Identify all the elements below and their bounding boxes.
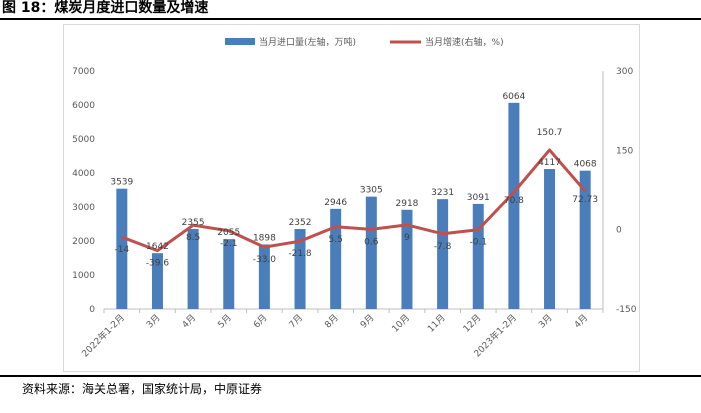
bar bbox=[401, 209, 413, 309]
right-tick-label: -150 bbox=[616, 305, 637, 315]
bar bbox=[258, 244, 270, 309]
growth-value-label: -2.1 bbox=[220, 239, 238, 249]
legend-bar-label: 当月进口量(左轴，万吨) bbox=[259, 36, 356, 48]
left-tick-label: 2000 bbox=[72, 237, 95, 247]
x-tick-label: 4月 bbox=[572, 312, 590, 330]
bar bbox=[116, 188, 128, 309]
bar bbox=[472, 203, 484, 309]
bar bbox=[437, 199, 449, 309]
bar-value-label: 3539 bbox=[110, 178, 133, 188]
top-rule bbox=[0, 18, 701, 20]
x-tick-label: 4月 bbox=[180, 312, 198, 330]
x-tick-label: 3月 bbox=[144, 312, 162, 330]
x-tick-label: 7月 bbox=[287, 312, 305, 330]
bar bbox=[294, 229, 306, 309]
bar-value-label: 2918 bbox=[396, 199, 419, 209]
bar-value-label: 2352 bbox=[289, 218, 312, 228]
growth-value-label: -21.8 bbox=[288, 249, 312, 259]
left-tick-label: 0 bbox=[89, 305, 95, 315]
x-tick-label: 3月 bbox=[536, 312, 554, 330]
growth-value-label: -39.6 bbox=[146, 259, 170, 269]
bar bbox=[187, 228, 199, 309]
data-labels: 3539 1642 2355 2055 1898 2352 2946 3305 2918 3231… bbox=[110, 92, 598, 269]
bar-value-label: 1898 bbox=[253, 233, 276, 243]
bar-value-label: 3231 bbox=[431, 188, 454, 198]
left-tick-label: 4000 bbox=[72, 169, 95, 179]
bar-value-label: 4068 bbox=[574, 160, 597, 170]
figure-title: 图 18：煤炭月度进口数量及增速 bbox=[2, 0, 209, 16]
bar-value-label: 2055 bbox=[217, 228, 240, 238]
bar-series bbox=[116, 102, 591, 309]
growth-value-label: 72.73 bbox=[572, 195, 598, 205]
x-tick-label: 11月 bbox=[425, 312, 447, 334]
bar bbox=[223, 239, 235, 309]
x-tick-label: 10月 bbox=[390, 312, 412, 334]
bar-value-label: 3305 bbox=[360, 186, 383, 196]
bar bbox=[330, 208, 342, 309]
growth-value-label: 8.5 bbox=[186, 233, 200, 243]
growth-value-label: 70.8 bbox=[504, 196, 524, 206]
bar-value-label: 2355 bbox=[182, 218, 205, 228]
bar-value-label: 1642 bbox=[146, 242, 169, 252]
left-tick-label: 5000 bbox=[72, 135, 95, 145]
x-tick-label: 2022年1-2月 bbox=[79, 312, 127, 360]
growth-value-label: 9 bbox=[404, 233, 410, 243]
x-tick-label: 5月 bbox=[216, 312, 234, 330]
growth-value-label: 150.7 bbox=[537, 128, 563, 138]
bar-value-label: 3091 bbox=[467, 193, 490, 203]
x-tick-label: 8月 bbox=[323, 312, 341, 330]
growth-value-label: -33.0 bbox=[253, 255, 277, 265]
legend-bar-swatch bbox=[225, 38, 255, 45]
line-series bbox=[121, 148, 587, 253]
bar bbox=[579, 170, 591, 309]
x-tick-label: 6月 bbox=[251, 312, 269, 330]
bar-value-label: 4117 bbox=[538, 158, 561, 168]
growth-value-label: -7.8 bbox=[434, 242, 452, 252]
growth-value-label: -0.1 bbox=[469, 238, 487, 248]
legend: 当月进口量(左轴，万吨) 当月增速(右轴，%) bbox=[225, 36, 504, 48]
chart-frame bbox=[63, 24, 640, 372]
growth-value-label: 5.5 bbox=[329, 235, 343, 245]
bar bbox=[365, 196, 377, 309]
left-tick-label: 6000 bbox=[72, 101, 95, 111]
bar-value-label: 2946 bbox=[324, 198, 347, 208]
x-tick-label: 9月 bbox=[358, 312, 376, 330]
legend-line-label: 当月增速(右轴，%) bbox=[425, 36, 504, 48]
left-tick-label: 7000 bbox=[72, 67, 95, 77]
bar bbox=[151, 253, 163, 309]
left-tick-label: 1000 bbox=[72, 271, 95, 281]
x-tick-label: 12月 bbox=[461, 312, 483, 334]
bar-value-label: 6064 bbox=[502, 92, 525, 102]
right-tick-label: 0 bbox=[616, 226, 622, 236]
source-note: 资料来源：海关总署，国家统计局，中原证券 bbox=[22, 382, 263, 396]
right-tick-label: 150 bbox=[616, 146, 633, 156]
bottom-rule bbox=[0, 375, 701, 377]
growth-line bbox=[121, 148, 587, 253]
left-tick-label: 3000 bbox=[72, 203, 95, 213]
bar bbox=[544, 169, 556, 309]
growth-value-label: -14 bbox=[114, 245, 129, 255]
right-tick-label: 300 bbox=[616, 67, 633, 77]
growth-value-label: 0.6 bbox=[364, 237, 379, 247]
bar bbox=[508, 102, 520, 309]
